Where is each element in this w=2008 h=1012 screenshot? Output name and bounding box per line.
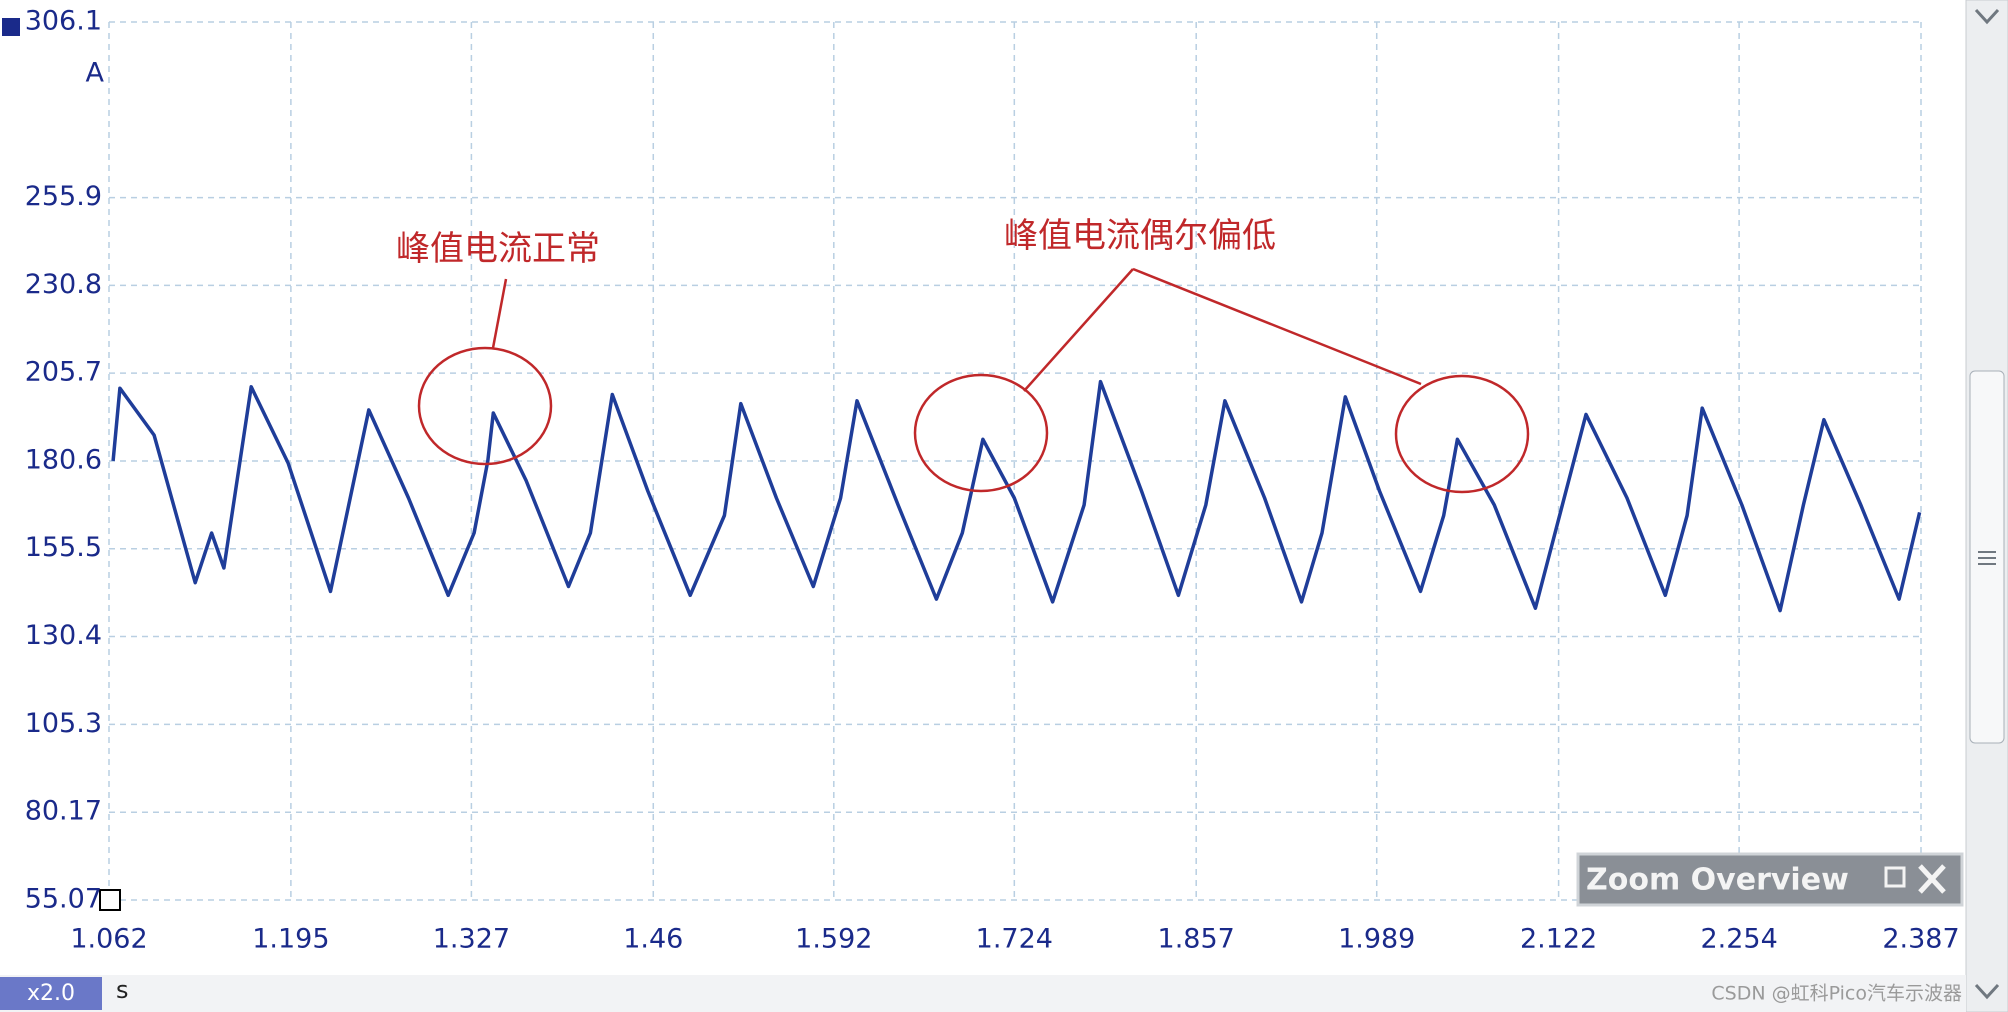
annotation-line — [491, 278, 508, 349]
scroll-down[interactable] — [1974, 983, 2000, 1000]
annotation-ellipse — [417, 346, 553, 466]
scroll-up[interactable] — [1974, 8, 2000, 25]
annotation: 峰值电流偶尔偏低 — [1004, 216, 1276, 256]
y-tick-label: 155.5 — [25, 532, 102, 563]
zoom-button[interactable] — [0, 977, 102, 1010]
thumb-grip — [1978, 551, 1996, 565]
y-tick-label: 205.7 — [25, 357, 102, 388]
x-tick-label: 1.857 — [1158, 924, 1235, 955]
restore-button[interactable] — [1884, 866, 1906, 888]
x-unit: s — [116, 976, 129, 1004]
x-tick-label: 1.327 — [433, 924, 510, 955]
waveform — [111, 379, 1922, 613]
zoom-overview-panel[interactable] — [1576, 852, 1964, 907]
x-tick-label: 1.724 — [976, 924, 1053, 955]
y-tick-label: 55.07 — [25, 884, 102, 915]
x-tick-label: 1.989 — [1338, 924, 1415, 955]
annotation-line — [1023, 268, 1134, 392]
origin-marker[interactable] — [99, 889, 121, 911]
panel-title: Zoom Overview — [1586, 863, 1849, 898]
annotation: 峰值电流正常 — [396, 229, 600, 269]
x-tick-label: 2.122 — [1520, 924, 1597, 955]
y-unit: A — [86, 58, 105, 89]
annotation-line — [1132, 267, 1422, 386]
y-tick-label: 105.3 — [25, 708, 102, 739]
x-tick-label: 2.387 — [1882, 924, 1959, 955]
y-tick-label: 255.9 — [25, 181, 102, 212]
y-tick-label: 230.8 — [25, 269, 102, 300]
watermark: CSDN @虹科Pico汽车示波器 — [1711, 983, 1962, 1005]
y-tick-label: 80.17 — [25, 796, 102, 827]
annotation-shapes — [417, 267, 1530, 494]
status-bar — [0, 975, 1966, 1012]
x-tick-label: 1.062 — [70, 924, 147, 955]
x-tick-label: 1.592 — [795, 924, 872, 955]
annotation-ellipse — [913, 373, 1049, 493]
plot — [111, 379, 1922, 613]
x-tick-label: 1.46 — [623, 924, 683, 955]
channel-marker[interactable] — [2, 18, 20, 36]
y-tick-label: 130.4 — [25, 620, 102, 651]
y-tick-label: 306.1 — [25, 6, 102, 37]
y-tick-label: 180.6 — [25, 444, 102, 475]
annotation-ellipse — [1394, 374, 1530, 494]
close-button[interactable] — [1918, 864, 1946, 894]
zoom-label: x2.0 — [27, 981, 75, 1006]
x-tick-label: 1.195 — [252, 924, 329, 955]
x-tick-label: 2.254 — [1700, 924, 1777, 955]
